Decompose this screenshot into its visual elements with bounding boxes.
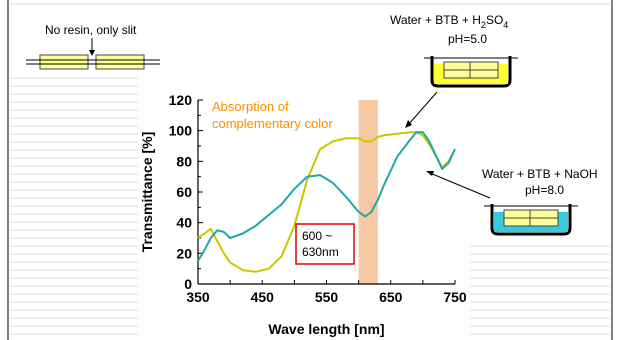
acid-slit-bottom <box>443 69 499 79</box>
pointer-arrows <box>405 91 491 199</box>
acid-vessel <box>430 56 512 88</box>
sample-label: No resin, only slit <box>45 23 137 37</box>
y-axis-title: Transmittance [%] <box>139 132 155 253</box>
base-slit-bottom <box>503 217 559 227</box>
acid-pointer-head <box>405 120 412 128</box>
y-tick-label: 80 <box>176 153 192 169</box>
base-pointer-head <box>426 171 434 176</box>
x-tick-label: 450 <box>251 289 275 305</box>
base-label: Water + BTB + NaOH <box>482 167 598 181</box>
x-tick-label: 550 <box>315 289 339 305</box>
base-vessel <box>490 204 572 236</box>
y-tick-label: 20 <box>176 245 192 261</box>
range-box <box>295 223 355 265</box>
y-tick-label: 100 <box>169 123 193 139</box>
highlight-band <box>358 100 378 284</box>
base-container: Water + BTB + NaOH pH=8.0 <box>482 167 598 236</box>
slit-arrow-head <box>89 50 95 56</box>
range-line1: 600 ~ <box>302 229 332 243</box>
slit-left-block <box>39 54 89 70</box>
y-tick-label: 40 <box>176 215 192 231</box>
series-line-acid <box>197 131 456 273</box>
band-annotation-line1: Absorption of <box>212 99 289 114</box>
acid-ph: pH=5.0 <box>448 32 487 46</box>
slit-right-block <box>95 54 145 70</box>
y-tick-label: 60 <box>176 184 192 200</box>
base-slit-top <box>503 209 559 219</box>
base-ph: pH=8.0 <box>525 183 564 197</box>
x-tick-label: 750 <box>443 289 467 305</box>
band-annotation-line2: complementary color <box>212 116 333 131</box>
acid-pointer-line <box>407 91 438 126</box>
y-tick-label: 120 <box>169 92 193 108</box>
x-tick-label: 350 <box>186 289 210 305</box>
y-tick-label: 0 <box>184 276 192 292</box>
series-line-base <box>197 131 456 262</box>
x-tick-label: 650 <box>379 289 403 305</box>
transmittance-chart: Absorption of complementary color 0 20 40 60 8… <box>139 92 467 337</box>
slit-illustration: No resin, only slit <box>26 23 160 70</box>
acid-slit-top <box>443 61 499 71</box>
range-line2: 630nm <box>302 245 339 259</box>
acid-label: Water + BTB + H2SO4 <box>390 13 508 30</box>
background-stripes-left <box>10 77 138 335</box>
acid-container: Water + BTB + H2SO4 pH=5.0 <box>390 13 518 88</box>
x-axis-title: Wave length [nm] <box>268 321 384 337</box>
base-pointer-line <box>429 172 491 199</box>
background-stripes-right <box>10 3 610 335</box>
